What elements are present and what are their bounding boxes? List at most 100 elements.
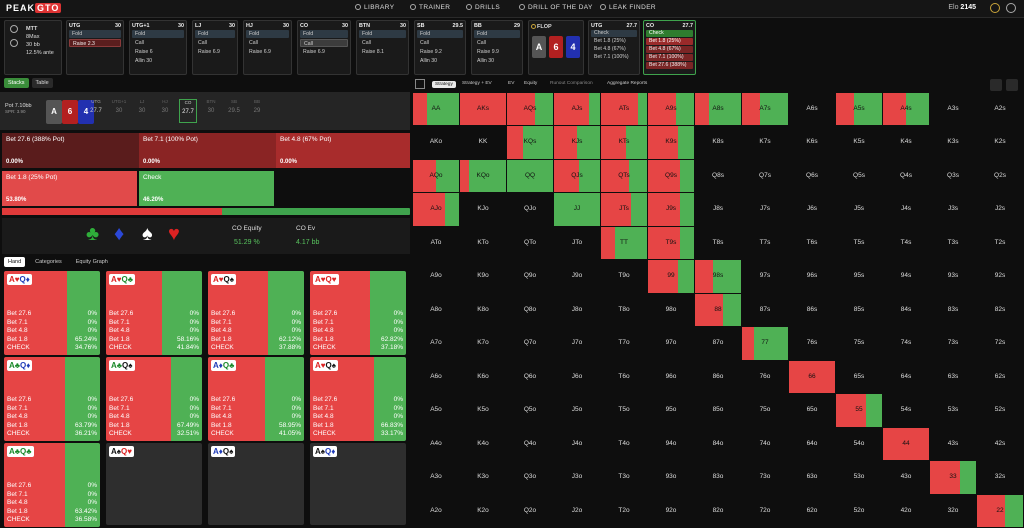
action-option[interactable]: Raise 6.9: [249, 49, 271, 55]
matrix-cell[interactable]: 83o: [712, 473, 724, 481]
matrix-cell[interactable]: KJo: [477, 205, 489, 213]
matrix-cell[interactable]: KTs: [601, 126, 647, 159]
combo-card[interactable]: A♣Q♦ Bet 27.6 0% Bet 7.1 0% Bet 4.8 0% Bet 1.8 6…: [4, 357, 100, 441]
matrix-cell[interactable]: A2o: [430, 506, 442, 514]
matrix-cell[interactable]: 94s: [900, 272, 912, 280]
matrix-cell[interactable]: 44: [883, 427, 929, 461]
matrix-cell[interactable]: 97o: [665, 339, 677, 347]
nav-drills[interactable]: DRILLS: [466, 4, 500, 11]
matrix-cell[interactable]: K9s: [648, 126, 694, 159]
matrix-cell[interactable]: 95s: [853, 272, 865, 280]
matrix-cell[interactable]: QTs: [601, 159, 647, 193]
matrix-cell[interactable]: 43o: [900, 473, 912, 481]
tab-ev[interactable]: EV: [508, 81, 515, 86]
matrix-cell[interactable]: 98o: [665, 305, 677, 313]
matrix-cell[interactable]: T8o: [618, 305, 630, 313]
action-option[interactable]: Raise 6.9: [303, 49, 325, 55]
matrix-cell[interactable]: 65o: [806, 406, 818, 414]
seat-bb[interactable]: BB 29: [248, 99, 266, 123]
matrix-cell[interactable]: 64s: [900, 372, 912, 380]
matrix-cell[interactable]: 54s: [900, 406, 912, 414]
matrix-cell[interactable]: 84o: [712, 439, 724, 447]
matrix-cell[interactable]: 42o: [900, 506, 912, 514]
nav-leak-finder[interactable]: LEAK FINDER: [600, 4, 656, 11]
combo-card[interactable]: A♠Q♥: [106, 443, 202, 525]
info-icon[interactable]: [10, 39, 18, 47]
action-option[interactable]: Check: [646, 30, 693, 37]
matrix-cell[interactable]: K8o: [477, 305, 489, 313]
matrix-cell[interactable]: 88: [695, 293, 741, 327]
matrix-cell[interactable]: K2s: [994, 138, 1006, 146]
action-option[interactable]: Fold: [474, 30, 520, 38]
matrix-cell[interactable]: 86o: [712, 372, 724, 380]
matrix-cell[interactable]: 52s: [994, 406, 1006, 414]
matrix-cell[interactable]: J3s: [947, 205, 959, 213]
matrix-cell[interactable]: 92s: [994, 272, 1006, 280]
action-bet-0[interactable]: Bet 27.6 (388% Pot) 0.00%: [2, 133, 139, 168]
utg-post-box[interactable]: UTG 27.7 Check Bet 1.8 (25%) Bet 4.8 (67%) Be…: [588, 20, 640, 75]
action-option[interactable]: Bet 27.6 (388%): [646, 62, 693, 69]
matrix-cell[interactable]: QJo: [524, 205, 536, 213]
matrix-cell[interactable]: T3s: [947, 238, 959, 246]
history-sb[interactable]: SB 29.5 Fold Call Raise 9.2 Allin 30: [414, 20, 466, 75]
combo-card[interactable]: A♠Q♦: [310, 443, 406, 525]
matrix-cell[interactable]: A4s: [883, 93, 929, 126]
seat-sb[interactable]: SB 29.5: [225, 99, 243, 123]
tab-categories[interactable]: Categories: [35, 259, 62, 265]
matrix-cell[interactable]: TT: [601, 226, 647, 260]
history-btn[interactable]: BTN 30 Fold Call Raise 8.1: [356, 20, 409, 75]
matrix-cell[interactable]: 82s: [994, 305, 1006, 313]
action-option[interactable]: Fold: [132, 30, 184, 38]
matrix-cell[interactable]: Q9o: [523, 272, 537, 280]
matrix-cell[interactable]: K2o: [477, 506, 489, 514]
matrix-cell[interactable]: 55: [836, 394, 882, 427]
matrix-cell[interactable]: J8o: [571, 305, 583, 313]
matrix-cell[interactable]: 83s: [947, 305, 959, 313]
matrix-cell[interactable]: 96s: [806, 272, 818, 280]
matrix-cell[interactable]: T8s: [712, 238, 724, 246]
action-option[interactable]: Call: [135, 40, 144, 46]
matrix-cell[interactable]: 99: [648, 260, 694, 293]
matrix-cell[interactable]: T6s: [806, 238, 818, 246]
action-option[interactable]: Bet 7.1 (100%): [594, 54, 629, 60]
matrix-cell[interactable]: 75o: [759, 406, 771, 414]
matrix-cell[interactable]: J2s: [994, 205, 1006, 213]
matrix-cell[interactable]: Q3o: [523, 473, 537, 481]
matrix-cell[interactable]: AKs: [460, 93, 506, 126]
matrix-cell[interactable]: 63s: [947, 372, 959, 380]
action-option[interactable]: Raise 9.2: [420, 49, 442, 55]
combo-card[interactable]: A♥Q♥ Bet 27.6 0% Bet 7.1 0% Bet 4.8 0% Bet 1.8 6…: [310, 271, 406, 355]
matrix-cell[interactable]: Q8s: [712, 171, 724, 179]
action-option[interactable]: Allin 30: [477, 58, 495, 64]
matrix-cell[interactable]: J8s: [712, 205, 724, 213]
matrix-cell[interactable]: 77: [742, 327, 788, 360]
logo[interactable]: PEAK GTO: [6, 3, 62, 13]
matrix-cell[interactable]: K5s: [853, 138, 865, 146]
seat-btn[interactable]: BTN 30: [202, 99, 220, 123]
matrix-cell[interactable]: AA: [413, 93, 459, 126]
matrix-cell[interactable]: T5s: [853, 238, 865, 246]
action-option[interactable]: Fold: [195, 30, 235, 38]
matrix-cell[interactable]: 95o: [665, 406, 677, 414]
matrix-cell[interactable]: K3o: [477, 473, 489, 481]
action-option[interactable]: Raise 8.1: [362, 49, 384, 55]
action-option[interactable]: Fold: [300, 30, 348, 38]
spade-icon[interactable]: ♠: [142, 223, 153, 245]
matrix-cell[interactable]: K7o: [477, 339, 489, 347]
matrix-cell[interactable]: K8s: [712, 138, 724, 146]
combo-card[interactable]: A♦Q♣ Bet 27.6 0% Bet 7.1 0% Bet 4.8 0% Bet 1.8 5…: [208, 357, 304, 441]
matrix-cell[interactable]: 62o: [806, 506, 818, 514]
seat-utg[interactable]: UTG 27.7: [87, 99, 105, 123]
combo-card[interactable]: A♥Q♦ Bet 27.6 0% Bet 7.1 0% Bet 4.8 0% Bet 1.8 6…: [4, 271, 100, 355]
share-icon[interactable]: [990, 79, 1002, 91]
seat-hj[interactable]: HJ 30: [156, 99, 174, 123]
action-option[interactable]: Bet 7.1 (100%): [646, 54, 693, 61]
action-option[interactable]: Raise 9.9: [477, 49, 499, 55]
matrix-cell[interactable]: T6o: [618, 372, 630, 380]
matrix-cell[interactable]: A7s: [742, 93, 788, 126]
action-option[interactable]: Bet 1.8 (25%): [594, 38, 626, 44]
matrix-cell[interactable]: A7o: [430, 339, 442, 347]
matrix-cell[interactable]: 32s: [994, 473, 1006, 481]
seat-utg-1[interactable]: UTG+1 30: [110, 99, 128, 123]
matrix-cell[interactable]: JJ: [554, 193, 600, 226]
